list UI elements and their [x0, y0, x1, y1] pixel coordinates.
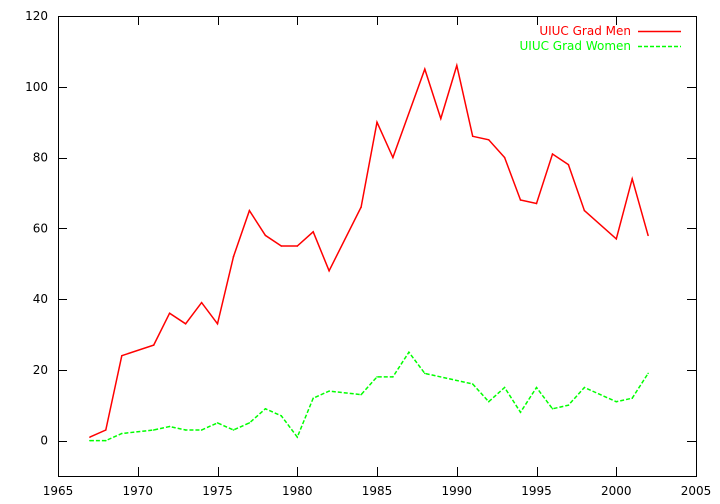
data-point-uiuc-grad-women — [376, 376, 378, 378]
data-point-uiuc-grad-men — [360, 206, 362, 208]
legend-label-uiuc-grad-women: UIUC Grad Women — [520, 39, 632, 53]
x-tick-label: 1970 — [122, 484, 153, 498]
data-point-uiuc-grad-women — [312, 397, 314, 399]
y-tick-label: 40 — [33, 292, 48, 306]
series-line-uiuc-grad-men — [89, 62, 649, 438]
data-point-uiuc-grad-men — [567, 163, 570, 166]
data-point-uiuc-grad-men — [471, 135, 474, 138]
data-point-uiuc-grad-women — [583, 386, 586, 389]
data-point-uiuc-grad-women — [121, 432, 123, 435]
data-point-uiuc-grad-women — [328, 390, 330, 392]
data-point-uiuc-grad-men — [519, 199, 522, 201]
data-point-uiuc-grad-men — [503, 156, 506, 159]
y-tick-label: 120 — [25, 9, 48, 23]
data-point-uiuc-grad-men — [152, 344, 155, 346]
series-line-uiuc-grad-women — [89, 350, 649, 442]
data-point-uiuc-grad-women — [168, 425, 171, 428]
data-point-uiuc-grad-women — [360, 393, 362, 396]
y-tick-label: 0 — [40, 434, 48, 448]
data-point-uiuc-grad-women — [615, 400, 618, 403]
data-point-uiuc-grad-women — [631, 397, 633, 399]
data-point-uiuc-grad-men — [583, 209, 586, 212]
data-point-uiuc-grad-women — [408, 351, 410, 353]
data-point-uiuc-grad-men — [615, 238, 618, 240]
axis-ticks — [58, 16, 697, 476]
x-tick-label: 1975 — [202, 484, 233, 498]
data-point-uiuc-grad-women — [487, 400, 490, 403]
data-point-uiuc-grad-men — [248, 209, 251, 212]
data-point-uiuc-grad-women — [471, 383, 474, 385]
data-point-uiuc-grad-men — [647, 234, 649, 237]
y-tick-label: 60 — [33, 221, 48, 235]
plot-frame — [58, 16, 697, 477]
data-point-uiuc-grad-women — [264, 408, 267, 410]
data-point-uiuc-grad-women — [216, 422, 219, 424]
x-tick-label: 1985 — [362, 484, 393, 498]
series-layer — [89, 62, 649, 442]
data-point-uiuc-grad-women — [105, 439, 107, 442]
data-point-uiuc-grad-men — [296, 245, 299, 247]
data-point-uiuc-grad-women — [424, 372, 426, 375]
data-point-uiuc-grad-women — [280, 415, 283, 417]
axis-tick-labels: 1965 1970 1975 1980 1985 1990 1995 2000 2005 0 20 4… — [25, 9, 711, 498]
data-point-uiuc-grad-men — [328, 270, 330, 272]
data-point-uiuc-grad-women — [535, 386, 538, 389]
data-point-uiuc-grad-men — [376, 121, 378, 123]
data-point-uiuc-grad-men — [89, 436, 91, 438]
legend-label-uiuc-grad-men: UIUC Grad Men — [539, 24, 631, 38]
data-point-uiuc-grad-women — [392, 376, 394, 378]
data-point-uiuc-grad-men — [121, 354, 123, 357]
x-tick-label: 1995 — [521, 484, 552, 498]
x-tick-label: 1990 — [441, 484, 472, 498]
data-point-uiuc-grad-women — [519, 411, 522, 414]
data-point-uiuc-grad-men — [264, 234, 267, 237]
data-point-uiuc-grad-men — [232, 255, 235, 258]
data-point-uiuc-grad-men — [105, 429, 107, 431]
y-tick-label: 80 — [33, 151, 48, 165]
y-tick-label: 100 — [25, 80, 48, 94]
data-point-uiuc-grad-men — [440, 117, 442, 120]
data-point-uiuc-grad-men — [535, 202, 538, 205]
data-point-uiuc-grad-men — [184, 323, 187, 325]
data-point-uiuc-grad-women — [248, 422, 251, 424]
data-point-uiuc-grad-men — [200, 301, 203, 304]
data-point-uiuc-grad-men — [280, 245, 283, 247]
data-point-uiuc-grad-men — [551, 153, 554, 155]
data-point-uiuc-grad-women — [647, 372, 649, 375]
data-point-uiuc-grad-women — [551, 408, 554, 410]
y-tick-label: 20 — [33, 363, 48, 377]
x-tick-label: 1965 — [43, 484, 74, 498]
data-point-uiuc-grad-women — [503, 386, 506, 389]
data-point-uiuc-grad-men — [631, 178, 633, 180]
data-point-uiuc-grad-women — [200, 429, 203, 431]
data-point-uiuc-grad-women — [152, 429, 155, 431]
data-point-uiuc-grad-men — [168, 312, 171, 314]
data-point-uiuc-grad-women — [232, 429, 235, 431]
data-point-uiuc-grad-men — [312, 231, 314, 233]
data-point-uiuc-grad-men — [392, 156, 394, 159]
x-tick-label: 2005 — [681, 484, 712, 498]
x-tick-label: 2000 — [601, 484, 632, 498]
data-point-uiuc-grad-women — [184, 429, 187, 431]
data-point-uiuc-grad-men — [424, 68, 426, 70]
data-point-uiuc-grad-women — [296, 436, 299, 438]
data-point-uiuc-grad-women — [89, 439, 91, 442]
data-point-uiuc-grad-men — [456, 64, 458, 67]
x-tick-label: 1980 — [282, 484, 313, 498]
data-point-uiuc-grad-men — [216, 323, 219, 325]
data-point-uiuc-grad-men — [487, 139, 490, 141]
data-point-uiuc-grad-women — [567, 404, 570, 406]
